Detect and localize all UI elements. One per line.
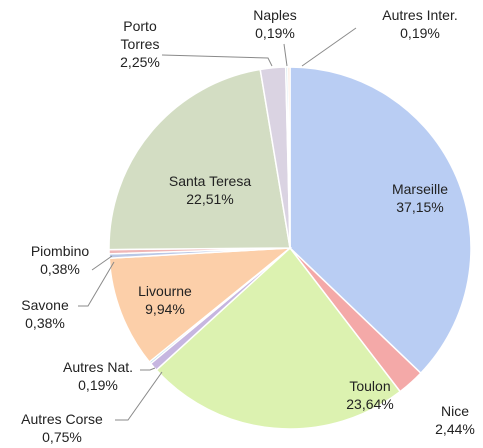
slice-label: Piombino 0,38% — [25, 242, 95, 278]
pie-slice — [287, 66, 291, 249]
value-label: 37,15% — [396, 199, 444, 215]
leader-line — [91, 255, 113, 271]
slice-label: Autres Corse 0,75% — [12, 410, 112, 446]
value-label: 0,19% — [78, 377, 118, 393]
pie-slice — [108, 247, 293, 363]
slice-label: Livourne 9,94% — [130, 282, 200, 318]
value-label: 0,75% — [42, 429, 82, 445]
category-label: Piombino — [30, 243, 90, 259]
category-label: Marseille — [391, 181, 448, 197]
category-label: Autres Inter. — [382, 7, 458, 23]
category-label: Livourne — [138, 283, 192, 299]
value-label: 22,51% — [186, 191, 234, 207]
leader-line — [140, 367, 156, 371]
value-label: 23,64% — [346, 396, 394, 412]
slice-label: Nice 2,44% — [425, 402, 483, 438]
slice-label: Autres Inter. 0,19% — [375, 6, 465, 42]
leader-lines — [78, 27, 357, 421]
pie-slice — [289, 66, 472, 375]
slice-label: Toulon 23,64% — [335, 377, 405, 413]
leader-line — [78, 261, 115, 307]
slice-label: Marseille 37,15% — [390, 180, 450, 216]
category-label: Savone — [21, 297, 69, 313]
slice-label: Naples 0,19% — [245, 6, 305, 42]
slice-label: Savone 0,38% — [15, 296, 75, 332]
value-label: 9,94% — [145, 301, 185, 317]
pie-slice — [155, 246, 402, 430]
pie-slice — [108, 68, 291, 251]
leader-line — [115, 371, 163, 421]
value-label: 0,38% — [40, 261, 80, 277]
leader-line — [301, 27, 357, 67]
category-label: Toulon — [349, 378, 391, 394]
slice-label: Porto Torres 2,25% — [110, 17, 170, 71]
slice-label: Santa Teresa 22,51% — [160, 172, 260, 208]
category-label: Autres Corse — [21, 411, 103, 427]
category-label: Nice — [440, 403, 469, 419]
slices — [108, 66, 472, 430]
category-label: Autres Nat. — [62, 359, 134, 375]
value-label: 0,19% — [255, 25, 295, 41]
value-label: 0,19% — [400, 25, 440, 41]
value-label: 0,38% — [25, 315, 65, 331]
leader-line — [161, 54, 273, 67]
value-label: 2,25% — [120, 54, 160, 70]
category-label: Naples — [253, 7, 297, 23]
category-label: Porto Torres — [120, 18, 160, 52]
leader-line — [283, 43, 288, 67]
value-label: 2,44% — [435, 421, 475, 437]
slice-label: Autres Nat. 0,19% — [53, 358, 143, 394]
category-label: Santa Teresa — [168, 173, 252, 189]
